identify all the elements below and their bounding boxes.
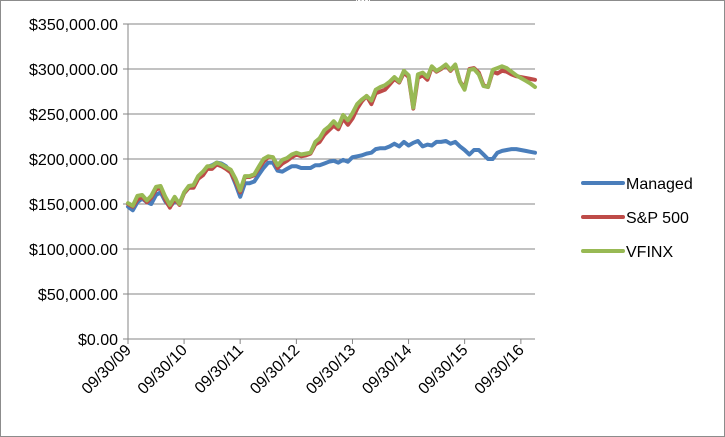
y-axis: $350,000.00 $300,000.00 $250,000.00 $200,00… [29, 17, 129, 349]
legend-label: Managed [626, 176, 693, 193]
x-tick-label: 09/30/15 [415, 342, 471, 398]
legend-label: S&P 500 [626, 210, 689, 227]
y-tick-label: $350,000.00 [29, 17, 118, 34]
y-tick-label: $250,000.00 [29, 107, 118, 124]
x-tick-label: 09/30/09 [79, 342, 135, 398]
x-tick-label: 09/30/16 [472, 342, 528, 398]
legend-label: VFINX [626, 244, 673, 261]
y-tick-label: $150,000.00 [29, 197, 118, 214]
legend: Managed S&P 500 VFINX [581, 176, 693, 261]
plot-lines [126, 62, 537, 213]
series-line-vfinx [126, 62, 537, 208]
series-line-managed [126, 139, 537, 213]
y-tick-label: $300,000.00 [29, 62, 118, 79]
x-tick-label: 09/30/10 [135, 342, 191, 398]
x-tick-label: 09/30/11 [192, 342, 247, 397]
x-tick-label: 09/30/13 [303, 342, 359, 398]
y-tick-label: $0.00 [78, 332, 118, 349]
x-tick-label: 09/30/14 [359, 342, 415, 398]
x-tick-label: 09/30/12 [247, 342, 303, 398]
y-tick-label: $50,000.00 [38, 287, 118, 304]
y-tick-label: $200,000.00 [29, 152, 118, 169]
y-tick-label: $100,000.00 [29, 242, 118, 259]
x-axis: 09/30/09 09/30/10 09/30/11 09/30/12 09/30/13… [79, 338, 535, 398]
resize-handle[interactable]: ···· [356, 0, 371, 5]
